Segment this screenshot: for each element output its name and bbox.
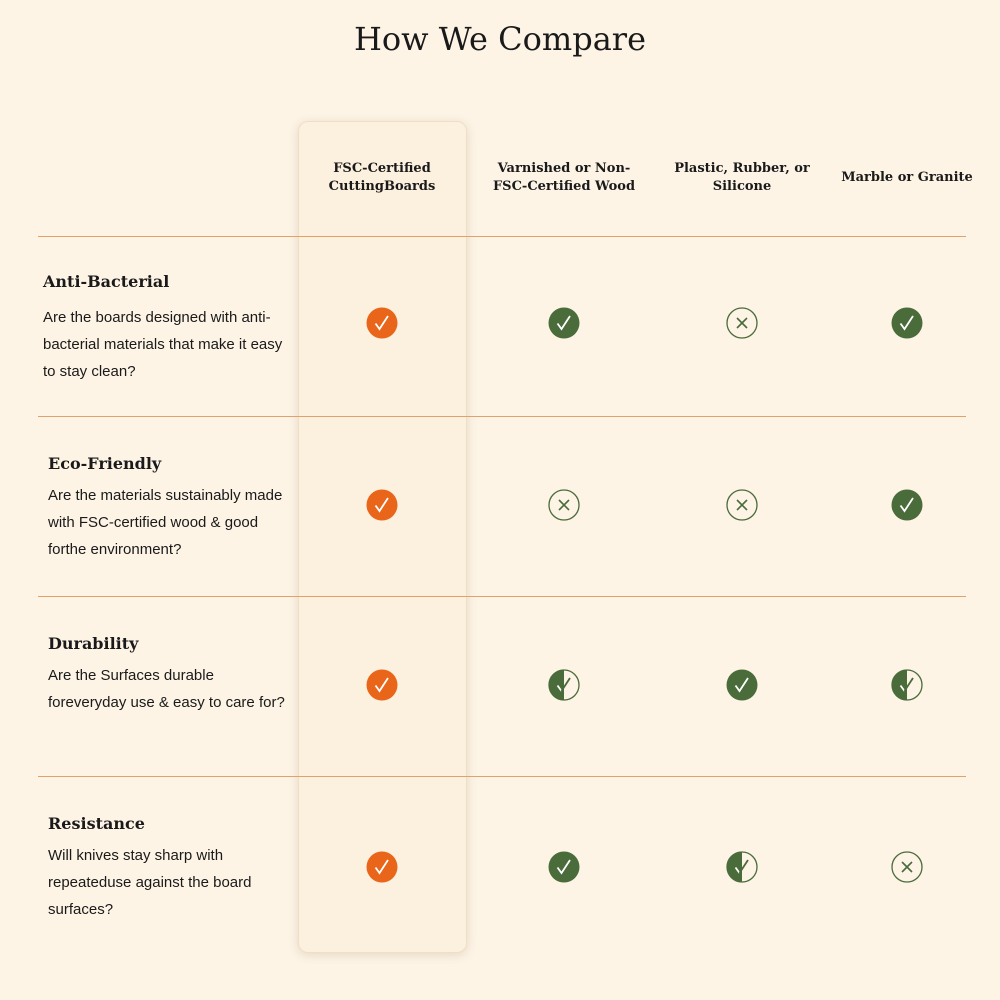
status-icon-no — [548, 489, 580, 521]
row-description: Are the boards designed with anti-bacter… — [43, 309, 283, 380]
status-icon-no — [891, 851, 923, 883]
row-separator — [38, 416, 966, 417]
row-title: Anti-Bacterial — [43, 272, 170, 291]
status-icon-yes — [548, 851, 580, 883]
status-icon-yes — [366, 489, 398, 521]
row-separator — [38, 776, 966, 777]
column-header: Marble or Granite — [841, 170, 973, 185]
row-title: Durability — [48, 634, 139, 653]
row-title: Resistance — [48, 814, 145, 833]
row-description: Are the materials sustainably made with … — [48, 487, 283, 558]
status-icon-no — [726, 307, 758, 339]
column-header: FSC-Certified CuttingBoards — [328, 161, 436, 194]
status-icon-yes — [366, 851, 398, 883]
status-icon-partial — [726, 851, 758, 883]
row-description: Are the Surfaces durable foreveryday use… — [48, 667, 285, 711]
status-icon-yes — [548, 307, 580, 339]
page-title: How We Compare — [353, 20, 646, 58]
row-title: Eco-Friendly — [48, 454, 162, 473]
column-header: Plastic, Rubber, or Silicone — [674, 161, 810, 194]
row-description: Will knives stay sharp with repeateduse … — [48, 847, 252, 918]
highlight-card — [298, 121, 467, 953]
row-separator — [38, 596, 966, 597]
status-icon-yes — [726, 669, 758, 701]
status-icon-no — [726, 489, 758, 521]
status-icon-yes — [891, 307, 923, 339]
status-icon-partial — [548, 669, 580, 701]
status-icon-yes — [366, 307, 398, 339]
column-header: Varnished or Non-FSC-Certified Wood — [492, 161, 636, 194]
status-icon-yes — [891, 489, 923, 521]
status-icon-partial — [891, 669, 923, 701]
row-separator — [38, 236, 966, 237]
status-icon-yes — [366, 669, 398, 701]
